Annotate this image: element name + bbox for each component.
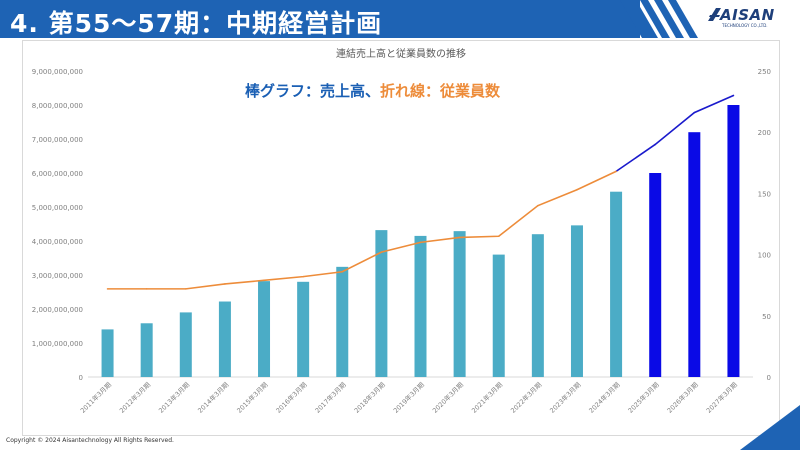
x-tick-label: 2021年3月期 — [469, 380, 504, 415]
employees-line-plan — [615, 94, 734, 173]
employees-point — [302, 275, 304, 278]
x-tick-label: 2017年3月期 — [313, 380, 348, 415]
employees-point — [693, 111, 696, 114]
y-left-tick-label: 9,000,000,000 — [32, 68, 83, 76]
revenue-bar — [258, 281, 271, 377]
revenue-bar — [375, 230, 388, 377]
x-tick-label: 2020年3月期 — [430, 380, 465, 415]
employees-point — [419, 241, 422, 244]
y-right-tick-label: 250 — [758, 68, 771, 76]
revenue-bar — [610, 191, 623, 377]
x-tick-label: 2025年3月期 — [626, 380, 661, 415]
x-tick-label: 2022年3月期 — [508, 380, 543, 415]
y-left-tick-label: 7,000,000,000 — [32, 136, 83, 144]
y-left-tick-label: 1,000,000,000 — [32, 340, 83, 348]
slide-header: 4. 第55～57期：中期経営計画 AISAN TECHNOLOGY CO.,L… — [0, 0, 800, 38]
bar-series-revenue — [101, 105, 740, 377]
logo-subtitle: TECHNOLOGY CO.,LTD. — [722, 23, 768, 28]
x-tick-label: 2013年3月期 — [156, 380, 191, 415]
chart-container: 連結売上高と従業員数の推移 棒グラフ：売上高、折れ線：従業員数 0 1,000,0… — [22, 40, 780, 436]
revenue-bar — [531, 234, 544, 377]
line-series-employees — [106, 94, 735, 290]
header-stripes — [620, 0, 698, 38]
y-right-tick-label: 150 — [758, 190, 771, 198]
employees-point — [106, 288, 109, 290]
right-axis: 0 50 100 150 200 250 — [758, 68, 771, 382]
left-axis: 0 1,000,000,000 2,000,000,000 3,000,000,000… — [32, 68, 83, 382]
annotation-bar-text: 棒グラフ：売上高、 — [245, 82, 380, 100]
x-tick-label: 2027年3月期 — [704, 380, 739, 415]
employees-point — [224, 283, 226, 285]
y-right-tick-label: 100 — [758, 252, 771, 260]
x-tick-label: 2019年3月期 — [391, 380, 426, 415]
y-left-tick-label: 4,000,000,000 — [32, 238, 83, 246]
corner-decoration — [740, 405, 800, 450]
revenue-bar — [570, 225, 583, 377]
y-right-tick-label: 0 — [767, 374, 771, 382]
revenue-bar — [218, 301, 231, 377]
y-left-tick-label: 5,000,000,000 — [32, 204, 83, 212]
chart-title: 連結売上高と従業員数の推移 — [336, 47, 466, 60]
employees-point — [576, 188, 578, 191]
x-axis-labels: 2011年3月期 2012年3月期 2013年3月期 2014年3月期 2015年3月期… — [78, 380, 739, 415]
y-right-tick-label: 200 — [758, 129, 771, 137]
title-band — [0, 0, 640, 38]
company-logo: AISAN TECHNOLOGY CO.,LTD. — [708, 6, 792, 34]
revenue-bar — [727, 105, 740, 377]
employees-point — [497, 235, 500, 238]
y-left-tick-label: 0 — [79, 374, 83, 382]
employees-point — [341, 270, 344, 273]
employees-point — [380, 251, 383, 253]
annotation-line-text: 折れ線：従業員数 — [380, 82, 501, 100]
y-left-tick-label: 8,000,000,000 — [32, 102, 83, 110]
slide-title: 4. 第55～57期：中期経営計画 — [10, 9, 383, 38]
employees-point — [145, 288, 148, 290]
x-tick-label: 2023年3月期 — [548, 380, 583, 415]
copyright-text: Copyright © 2024 Aisantechnology All Rig… — [6, 437, 174, 444]
combo-chart: 連結売上高と従業員数の推移 棒グラフ：売上高、折れ線：従業員数 0 1,000,0… — [32, 47, 771, 415]
employees-point — [537, 204, 539, 207]
revenue-bar — [492, 254, 505, 377]
employees-point — [732, 94, 735, 97]
x-tick-label: 2015年3月期 — [235, 380, 270, 415]
x-tick-label: 2011年3月期 — [78, 380, 113, 415]
y-left-tick-label: 2,000,000,000 — [32, 306, 83, 314]
x-tick-label: 2024年3月期 — [587, 380, 622, 415]
revenue-bar — [453, 231, 466, 377]
revenue-bar — [101, 329, 114, 377]
x-tick-label: 2014年3月期 — [196, 380, 231, 415]
x-tick-label: 2018年3月期 — [352, 380, 387, 415]
employees-point — [184, 288, 187, 290]
revenue-bar — [297, 281, 310, 377]
x-tick-label: 2026年3月期 — [665, 380, 700, 415]
revenue-bar — [140, 323, 153, 377]
revenue-bar — [414, 235, 427, 377]
y-right-tick-label: 50 — [762, 313, 771, 321]
employees-point — [654, 143, 657, 146]
employees-point — [458, 236, 461, 239]
revenue-bar — [688, 132, 701, 377]
y-left-tick-label: 3,000,000,000 — [32, 272, 83, 280]
x-tick-label: 2012年3月期 — [117, 380, 152, 415]
logo-text: AISAN — [720, 6, 775, 24]
revenue-bar — [179, 312, 192, 377]
chart-annotation: 棒グラフ：売上高、折れ線：従業員数 — [245, 82, 501, 100]
revenue-bar — [336, 266, 349, 377]
employees-line-actual — [107, 170, 617, 290]
employees-point — [615, 170, 617, 173]
logo-wing-icon — [708, 8, 721, 21]
y-left-tick-label: 6,000,000,000 — [32, 170, 83, 178]
employees-point — [263, 279, 265, 282]
x-tick-label: 2016年3月期 — [274, 380, 309, 415]
revenue-bar — [649, 173, 662, 377]
